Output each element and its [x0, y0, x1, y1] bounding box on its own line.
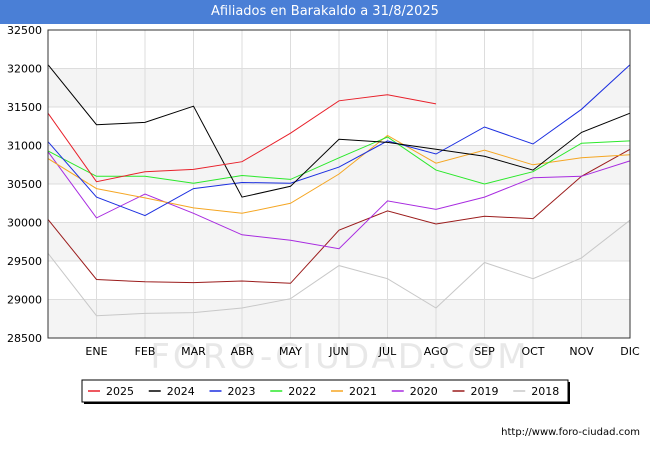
- legend-label-2025: 2025: [106, 385, 134, 398]
- y-tick-label: 30000: [7, 217, 42, 230]
- y-tick-label: 29000: [7, 294, 42, 307]
- legend-box: [81, 379, 569, 403]
- series-line-2018: [47, 219, 631, 317]
- series-line-2019: [47, 148, 631, 284]
- y-tick-label: 32500: [7, 24, 42, 37]
- series-line-2024: [47, 64, 631, 198]
- legend: 2025 2024 2023 2022 2021 2020 2019 2018: [81, 379, 570, 404]
- y-tick-label: 28500: [7, 332, 42, 345]
- y-tick-label: 29500: [7, 255, 42, 268]
- y-tick-label: 30500: [7, 178, 42, 191]
- x-tick-label: SEP: [474, 345, 495, 358]
- x-tick-label: AGO: [424, 345, 449, 358]
- grid-lines: [48, 29, 631, 339]
- series-line-2023: [47, 64, 631, 217]
- legend-label-2021: 2021: [349, 385, 377, 398]
- x-tick-label: MAY: [279, 345, 302, 358]
- y-tick-label: 32000: [7, 63, 42, 76]
- x-tick-label: MAR: [181, 345, 206, 358]
- legend-label-2024: 2024: [167, 385, 195, 398]
- x-tick-label: NOV: [569, 345, 594, 358]
- x-tick-label: JUL: [378, 345, 397, 358]
- legend-label-2020: 2020: [410, 385, 438, 398]
- y-axis: 28500 29000 29500 30000 30500 31000 31500 32000…: [7, 24, 42, 345]
- x-tick-label: DIC: [620, 345, 640, 358]
- watermark: FORO-CIUDAD.COM: [150, 337, 529, 377]
- legend-label-2019: 2019: [471, 385, 499, 398]
- series-line-2021: [47, 134, 631, 214]
- series-line-2020: [47, 151, 631, 250]
- series-lines: [47, 64, 631, 317]
- source-link[interactable]: http://www.foro-ciudad.com: [501, 427, 640, 438]
- x-tick-label: ABR: [231, 345, 254, 358]
- legend-label-2023: 2023: [228, 385, 256, 398]
- x-tick-label: OCT: [521, 345, 544, 358]
- y-tick-label: 31500: [7, 101, 42, 114]
- plot-frame: [47, 29, 631, 339]
- series-line-2025: [47, 94, 437, 183]
- x-axis: ENE FEB MAR ABR MAY JUN JUL AGO SEP OCT NOV DIC: [85, 345, 640, 358]
- x-tick-label: ENE: [85, 345, 107, 358]
- legend-label-2018: 2018: [531, 385, 559, 398]
- legend-label-2022: 2022: [288, 385, 316, 398]
- y-tick-label: 31000: [7, 140, 42, 153]
- x-tick-label: JUN: [328, 345, 349, 358]
- chart-title: Afiliados en Barakaldo a 31/8/2025: [0, 0, 650, 24]
- series-line-2022: [47, 136, 631, 185]
- plot-border: [47, 29, 631, 339]
- x-tick-label: FEB: [135, 345, 156, 358]
